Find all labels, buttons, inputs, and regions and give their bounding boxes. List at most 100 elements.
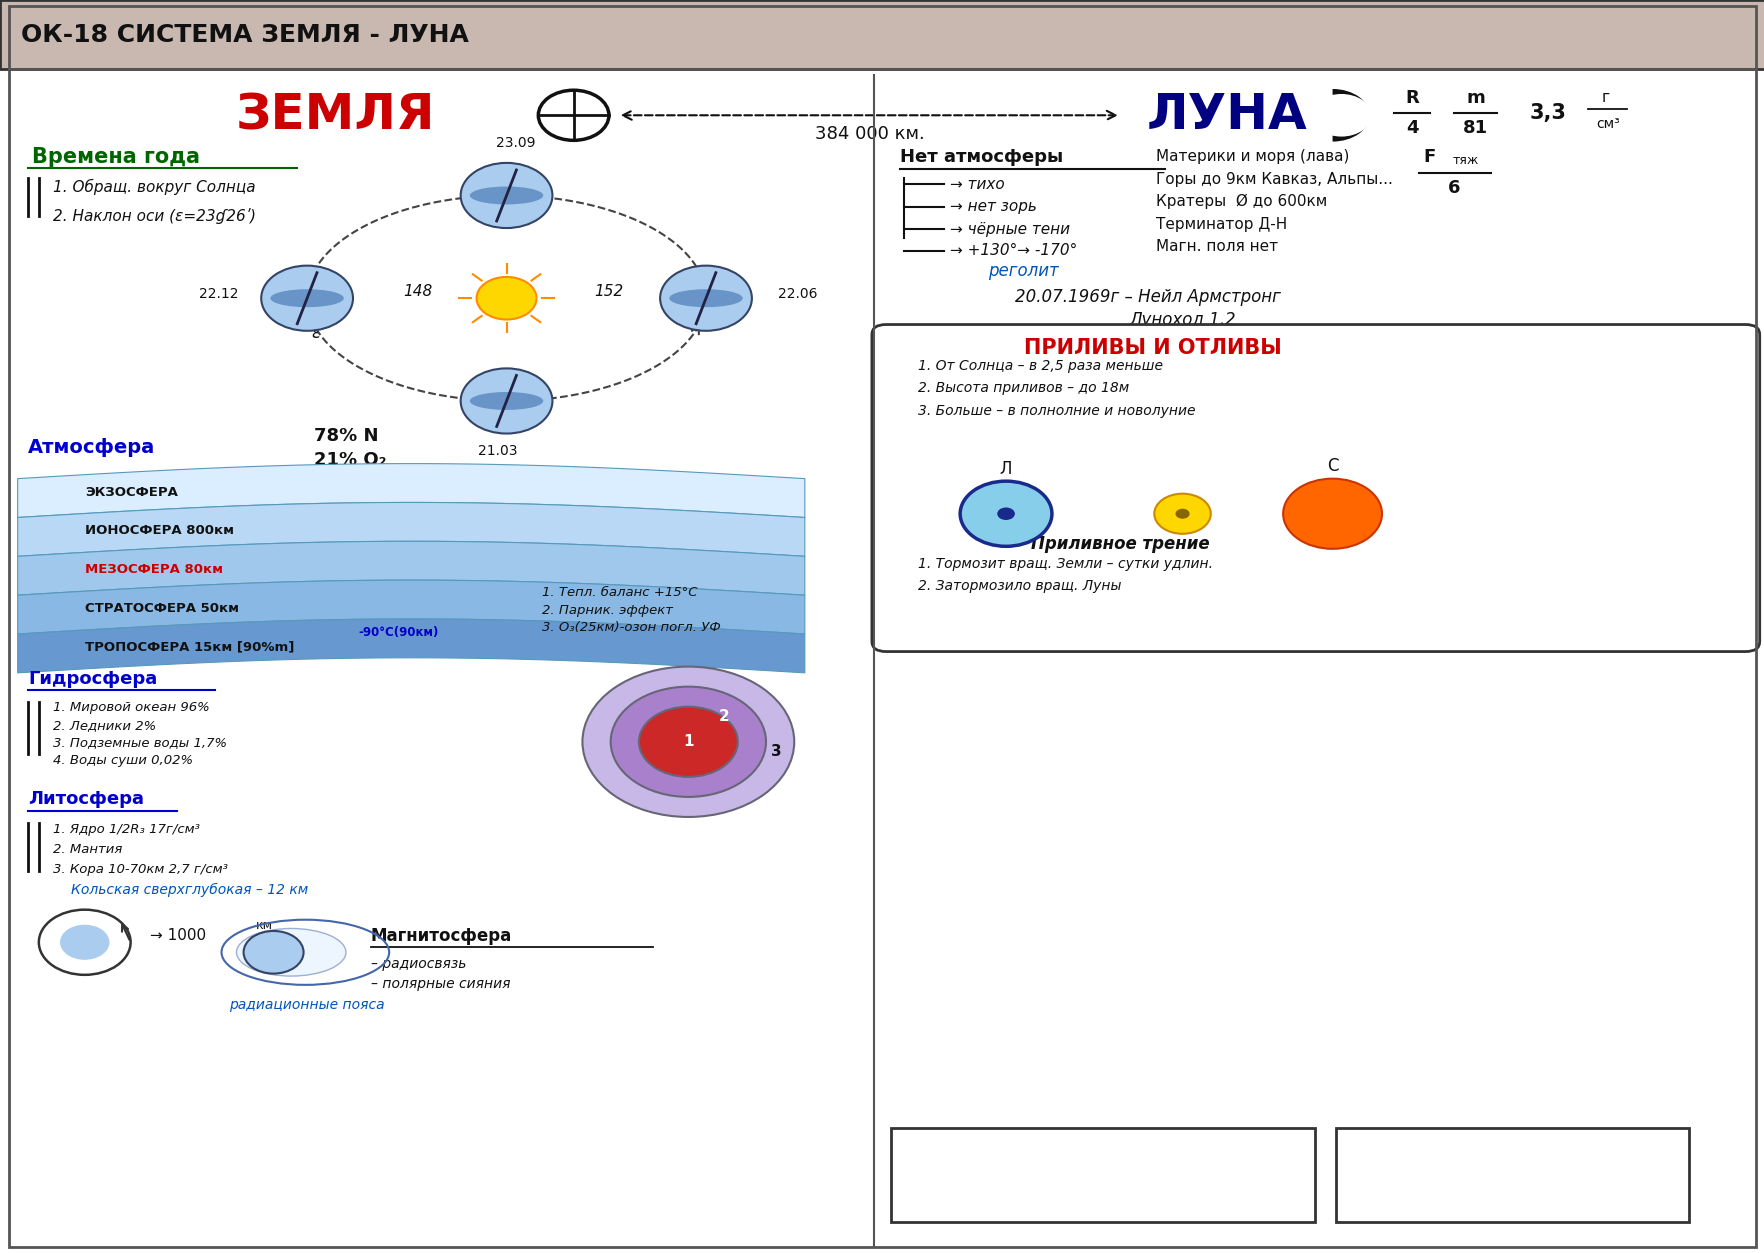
Ellipse shape xyxy=(469,392,543,410)
Text: с: с xyxy=(256,942,263,955)
Text: – радиосвязь: – радиосвязь xyxy=(370,956,466,971)
Text: ЗЕМЛЯ: ЗЕМЛЯ xyxy=(235,91,436,139)
Circle shape xyxy=(1175,509,1189,519)
Circle shape xyxy=(1154,494,1210,534)
Circle shape xyxy=(476,277,536,320)
Text: 22.12: 22.12 xyxy=(199,287,238,302)
Text: Материки и моря (лава): Материки и моря (лава) xyxy=(1155,149,1349,164)
Circle shape xyxy=(1282,479,1381,549)
Text: Л: Л xyxy=(998,460,1013,477)
Text: МЕЗОСФЕРА 80км: МЕЗОСФЕРА 80км xyxy=(85,564,222,576)
Text: 3. Подземные воды 1,7%: 3. Подземные воды 1,7% xyxy=(53,737,228,749)
Text: ОК-18 СИСТЕМА ЗЕМЛЯ - ЛУНА: ОК-18 СИСТЕМА ЗЕМЛЯ - ЛУНА xyxy=(21,23,469,48)
Text: Кратеры  Ø до 600км: Кратеры Ø до 600км xyxy=(1155,194,1327,209)
Circle shape xyxy=(60,925,109,960)
Text: 21.03: 21.03 xyxy=(478,444,517,459)
Circle shape xyxy=(460,163,552,228)
Text: 1. Тормозит вращ. Земли – сутки удлин.: 1. Тормозит вращ. Земли – сутки удлин. xyxy=(917,556,1212,571)
Text: 22.06: 22.06 xyxy=(778,287,817,302)
Ellipse shape xyxy=(669,289,743,307)
Text: ВВС §17,14п.5: ВВС §17,14п.5 xyxy=(1025,1164,1180,1184)
Text: – полярные сияния: – полярные сияния xyxy=(370,976,510,991)
Text: m: m xyxy=(1466,89,1484,107)
FancyBboxPatch shape xyxy=(1335,1128,1688,1222)
Text: 1. Тепл. баланс +15°С: 1. Тепл. баланс +15°С xyxy=(542,586,697,599)
Circle shape xyxy=(460,368,552,434)
Wedge shape xyxy=(1332,89,1369,142)
Text: 3: 3 xyxy=(771,744,781,759)
Text: ТРОПОСФЕРА 15км [90%m]: ТРОПОСФЕРА 15км [90%m] xyxy=(85,642,295,654)
Text: Магнитосфера: Магнитосфера xyxy=(370,927,512,945)
Text: ПРИЛИВЫ И ОТЛИВЫ: ПРИЛИВЫ И ОТЛИВЫ xyxy=(1023,338,1281,358)
FancyBboxPatch shape xyxy=(0,0,1764,69)
Text: 2. Ледники 2%: 2. Ледники 2% xyxy=(53,719,155,732)
Text: → +130°→ -170°: → +130°→ -170° xyxy=(949,243,1076,258)
Text: ИОНОСФЕРА 800км: ИОНОСФЕРА 800км xyxy=(85,525,233,538)
Text: 2. Мантия: 2. Мантия xyxy=(53,843,122,856)
Text: Ч §13,14: Ч §13,14 xyxy=(1464,1164,1559,1184)
Circle shape xyxy=(582,667,794,817)
Text: ЛУНА: ЛУНА xyxy=(1145,91,1307,139)
Text: Кольская сверхглубокая – 12 км: Кольская сверхглубокая – 12 км xyxy=(71,882,307,897)
Text: 384 000 км.: 384 000 км. xyxy=(815,125,924,143)
Text: 3. О₃(25км)-озон погл. УФ: 3. О₃(25км)-озон погл. УФ xyxy=(542,621,720,634)
Text: 148: 148 xyxy=(404,284,432,299)
Text: 3,3: 3,3 xyxy=(1529,103,1565,123)
Circle shape xyxy=(1311,94,1371,137)
Text: 2. Парник. эффект: 2. Парник. эффект xyxy=(542,604,672,616)
Text: 1. От Солнца – в 2,5 раза меньше: 1. От Солнца – в 2,5 раза меньше xyxy=(917,358,1162,373)
Text: г: г xyxy=(1602,90,1609,105)
Text: Приливное трение: Приливное трение xyxy=(1030,535,1210,553)
Polygon shape xyxy=(18,502,804,556)
FancyBboxPatch shape xyxy=(891,1128,1314,1222)
Text: км: км xyxy=(256,920,273,932)
Text: Нет атмосферы: Нет атмосферы xyxy=(900,148,1062,165)
Circle shape xyxy=(960,481,1051,546)
Text: 152: 152 xyxy=(594,284,623,299)
Text: 1. Обращ. вокруг Солнца: 1. Обращ. вокруг Солнца xyxy=(53,179,256,194)
Polygon shape xyxy=(18,541,804,595)
Text: реголит: реголит xyxy=(988,262,1058,279)
Text: Атмосфера: Атмосфера xyxy=(28,437,155,457)
Text: → тихо: → тихо xyxy=(949,177,1004,192)
Circle shape xyxy=(997,507,1014,520)
Text: 3. Больше – в полнолние и новолуние: 3. Больше – в полнолние и новолуние xyxy=(917,403,1194,419)
Text: 4. Воды суши 0,02%: 4. Воды суши 0,02% xyxy=(53,754,192,767)
Text: см³: см³ xyxy=(1595,117,1619,132)
Text: Горы до 9км Кавказ, Альпы...: Горы до 9км Кавказ, Альпы... xyxy=(1155,172,1392,187)
Text: 2. Высота приливов – до 18м: 2. Высота приливов – до 18м xyxy=(917,381,1129,396)
Text: радиационные пояса: радиационные пояса xyxy=(229,997,385,1012)
Circle shape xyxy=(243,931,303,974)
Ellipse shape xyxy=(469,187,543,204)
Text: → чёрные тени: → чёрные тени xyxy=(949,222,1069,237)
Text: 2: 2 xyxy=(718,709,729,724)
Text: 2. Наклон оси (ε=23ɠ26ʹ): 2. Наклон оси (ε=23ɠ26ʹ) xyxy=(53,208,256,223)
Ellipse shape xyxy=(236,928,346,976)
Text: → 1000: → 1000 xyxy=(150,928,206,944)
Text: тяж: тяж xyxy=(1452,154,1478,167)
Circle shape xyxy=(660,266,751,331)
Circle shape xyxy=(639,707,737,777)
Text: 4: 4 xyxy=(1404,119,1418,137)
Text: 2. Затормозило вращ. Луны: 2. Затормозило вращ. Луны xyxy=(917,579,1120,594)
Text: СТРАТОСФЕРА 50км: СТРАТОСФЕРА 50км xyxy=(85,603,238,615)
Text: Гидросфера: Гидросфера xyxy=(28,670,157,688)
Text: ЭКЗОСФЕРА: ЭКЗОСФЕРА xyxy=(85,486,178,499)
Text: 23.09: 23.09 xyxy=(496,135,534,150)
Text: Времена года: Времена года xyxy=(32,147,199,167)
Text: 1: 1 xyxy=(683,734,693,749)
Text: 81: 81 xyxy=(1462,119,1487,137)
Polygon shape xyxy=(18,580,804,634)
Text: 21% O₂: 21% O₂ xyxy=(314,451,386,469)
Text: Литосфера: Литосфера xyxy=(28,791,145,808)
Text: ε: ε xyxy=(310,325,321,342)
Polygon shape xyxy=(18,619,804,673)
Text: 3. Кора 10-70км 2,7 г/см³: 3. Кора 10-70км 2,7 г/см³ xyxy=(53,863,228,876)
Circle shape xyxy=(261,266,353,331)
Text: 78% N: 78% N xyxy=(314,427,379,445)
Text: -90°С(90км): -90°С(90км) xyxy=(358,626,439,639)
Text: С: С xyxy=(1327,457,1337,475)
Text: F: F xyxy=(1424,148,1434,165)
Text: R: R xyxy=(1404,89,1418,107)
Ellipse shape xyxy=(270,289,344,307)
